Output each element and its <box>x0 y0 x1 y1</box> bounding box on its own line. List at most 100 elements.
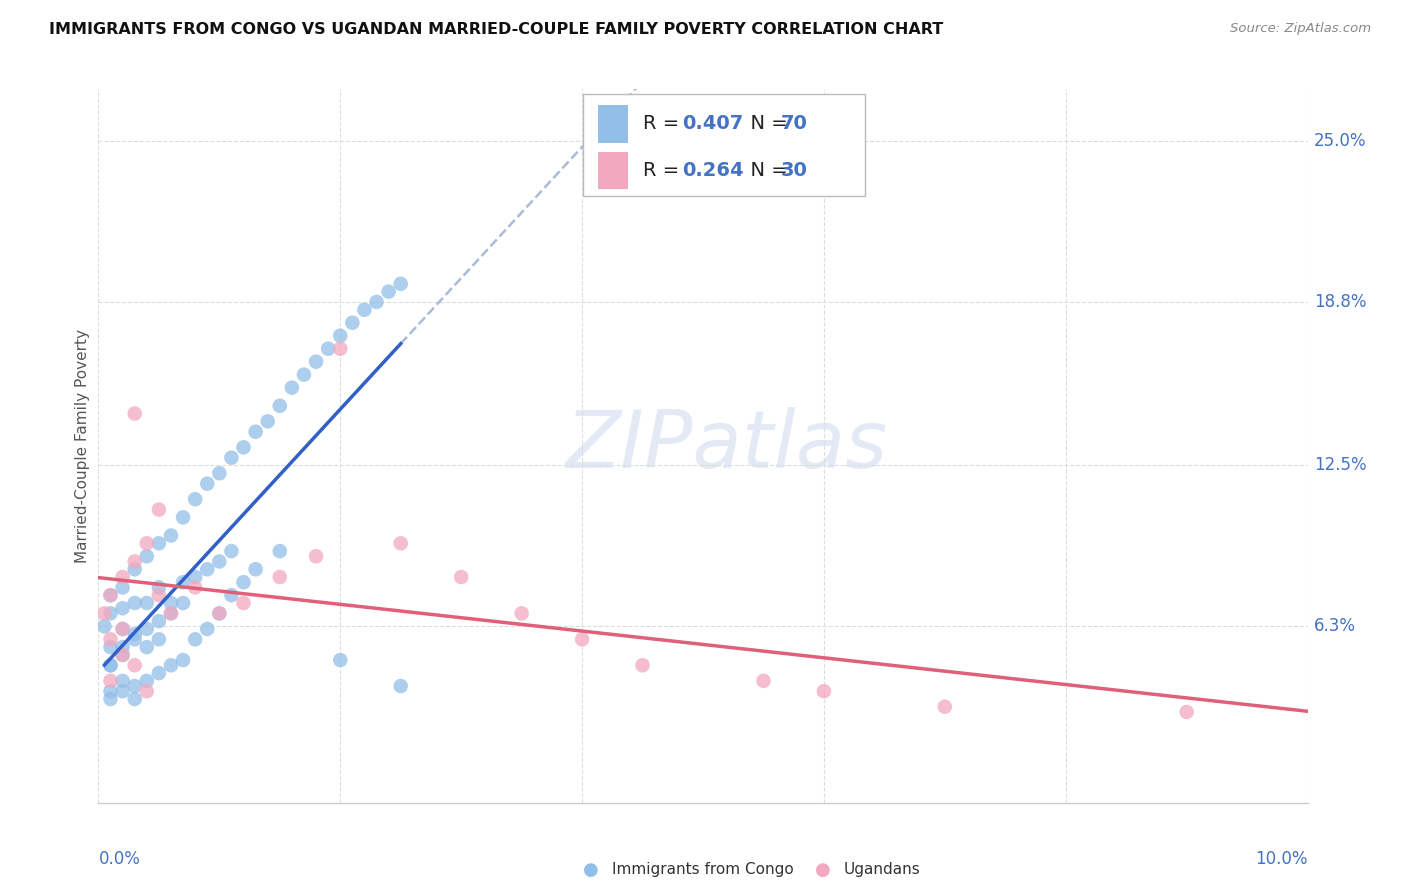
Point <box>100 684 122 698</box>
Point <box>1175 705 1198 719</box>
Point <box>124 554 146 568</box>
Point <box>93 607 115 621</box>
Point <box>221 450 243 465</box>
Point <box>232 596 254 610</box>
Point <box>135 640 157 654</box>
Point <box>111 570 134 584</box>
Point <box>148 614 170 628</box>
Point <box>160 607 183 621</box>
Text: ●: ● <box>814 861 831 879</box>
Text: 10.0%: 10.0% <box>1256 849 1308 868</box>
Point <box>160 607 183 621</box>
Point <box>124 658 146 673</box>
Point <box>195 622 218 636</box>
Point <box>221 588 243 602</box>
Point <box>269 399 291 413</box>
Point <box>813 684 835 698</box>
Text: 0.264: 0.264 <box>682 161 744 180</box>
Point <box>111 684 134 698</box>
Text: R =: R = <box>643 161 685 180</box>
Point <box>111 622 134 636</box>
Text: Ugandans: Ugandans <box>844 863 921 877</box>
Point <box>124 692 146 706</box>
Point <box>281 381 304 395</box>
Point <box>100 673 122 688</box>
Point <box>148 536 170 550</box>
Point <box>389 679 412 693</box>
Point <box>329 342 352 356</box>
Text: Immigrants from Congo: Immigrants from Congo <box>612 863 793 877</box>
Point <box>172 653 194 667</box>
Point <box>245 425 267 439</box>
Point <box>100 640 122 654</box>
Point <box>934 699 956 714</box>
Point <box>208 467 231 481</box>
Point <box>124 627 146 641</box>
Point <box>172 575 194 590</box>
Point <box>184 570 207 584</box>
Point <box>631 658 654 673</box>
Point <box>148 666 170 681</box>
Point <box>100 692 122 706</box>
Point <box>100 632 122 647</box>
Point <box>124 407 146 421</box>
Point <box>100 588 122 602</box>
Point <box>100 658 122 673</box>
Point <box>111 648 134 662</box>
Point <box>160 658 183 673</box>
Point <box>305 549 328 564</box>
Text: Source: ZipAtlas.com: Source: ZipAtlas.com <box>1230 22 1371 36</box>
Point <box>366 295 388 310</box>
Point <box>256 414 278 428</box>
Point <box>135 673 157 688</box>
Point <box>100 607 122 621</box>
Point <box>148 581 170 595</box>
Point <box>135 536 157 550</box>
Point <box>160 528 183 542</box>
Point <box>232 440 254 454</box>
Point <box>184 581 207 595</box>
Point <box>111 673 134 688</box>
Point <box>342 316 364 330</box>
Text: R =: R = <box>643 114 685 134</box>
Point <box>135 596 157 610</box>
Point <box>100 658 122 673</box>
Point <box>329 328 352 343</box>
Point <box>172 596 194 610</box>
Text: 70: 70 <box>780 114 807 134</box>
Point <box>389 536 412 550</box>
Text: 0.407: 0.407 <box>682 114 744 134</box>
Point <box>510 607 533 621</box>
Point <box>195 562 218 576</box>
Point <box>208 607 231 621</box>
Point <box>124 562 146 576</box>
Point <box>752 673 775 688</box>
Text: ●: ● <box>582 861 599 879</box>
Point <box>269 570 291 584</box>
Text: 6.3%: 6.3% <box>1313 617 1355 635</box>
Point <box>160 596 183 610</box>
Point <box>135 549 157 564</box>
Text: N =: N = <box>738 161 794 180</box>
Point <box>389 277 412 291</box>
Point <box>245 562 267 576</box>
Point <box>450 570 472 584</box>
Point <box>148 502 170 516</box>
Point <box>184 492 207 507</box>
Point <box>184 632 207 647</box>
Point <box>148 588 170 602</box>
Point <box>195 476 218 491</box>
Point <box>111 622 134 636</box>
Point <box>269 544 291 558</box>
Point <box>208 607 231 621</box>
Text: IMMIGRANTS FROM CONGO VS UGANDAN MARRIED-COUPLE FAMILY POVERTY CORRELATION CHART: IMMIGRANTS FROM CONGO VS UGANDAN MARRIED… <box>49 22 943 37</box>
Point <box>232 575 254 590</box>
Point <box>111 640 134 654</box>
Point <box>135 622 157 636</box>
Point <box>111 581 134 595</box>
Point <box>93 619 115 633</box>
Text: ZIPatlas: ZIPatlas <box>567 407 889 485</box>
Point <box>111 648 134 662</box>
Point <box>100 588 122 602</box>
Point <box>292 368 315 382</box>
